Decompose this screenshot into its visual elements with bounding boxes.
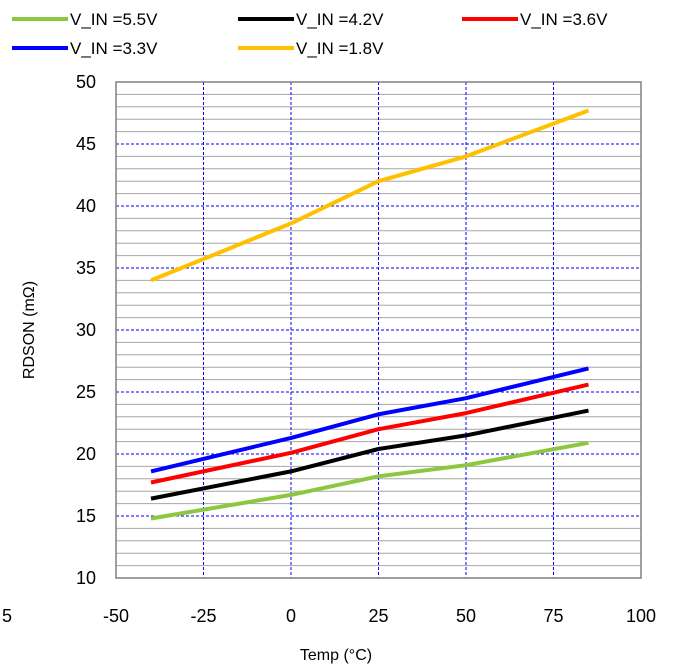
plot-frame: [115, 81, 642, 579]
x-tick-labels: -50 -25 0 25 50 75 100: [103, 606, 656, 626]
legend-label: V_IN =3.3V: [70, 39, 158, 58]
y-tick-label: 45: [76, 134, 96, 154]
x-tick-label: -50: [103, 606, 129, 626]
series-line-4: [150, 366, 589, 474]
x-tick-label: -25: [190, 606, 216, 626]
y-tick-label: 35: [76, 258, 96, 278]
legend: V_IN =5.5V V_IN =4.2V V_IN =3.6V V_IN =3.3V…: [12, 10, 608, 58]
x-tick-label: 100: [626, 606, 656, 626]
y-axis-label: RDSON (mΩ): [21, 281, 38, 379]
x-tick-label: 0: [286, 606, 296, 626]
series-line-3: [150, 382, 589, 485]
y-tick-label: 25: [76, 382, 96, 402]
x-tick-label: 25: [368, 606, 388, 626]
x-tick-label-stray: 5: [2, 606, 12, 626]
series-lines: [150, 108, 590, 521]
y-tick-label: 40: [76, 196, 96, 216]
x-tick-label: 75: [543, 606, 563, 626]
series-line-5: [150, 108, 590, 283]
x-tick-label: 50: [456, 606, 476, 626]
legend-label: V_IN =5.5V: [70, 10, 158, 29]
y-tick-label: 50: [76, 72, 96, 92]
legend-label: V_IN =1.8V: [296, 39, 384, 58]
legend-label: V_IN =3.6V: [520, 10, 608, 29]
y-tick-labels: 10 15 20 25 30 35 40 45 50: [76, 72, 96, 588]
legend-label: V_IN =4.2V: [296, 10, 384, 29]
series-line-1: [150, 440, 589, 521]
y-tick-label: 15: [76, 506, 96, 526]
y-tick-label: 10: [76, 568, 96, 588]
y-tick-label: 20: [76, 444, 96, 464]
x-axis-label: Temp (°C): [300, 647, 372, 664]
plot-grid: [116, 82, 641, 578]
series-line-2: [150, 408, 589, 501]
y-tick-label: 30: [76, 320, 96, 340]
